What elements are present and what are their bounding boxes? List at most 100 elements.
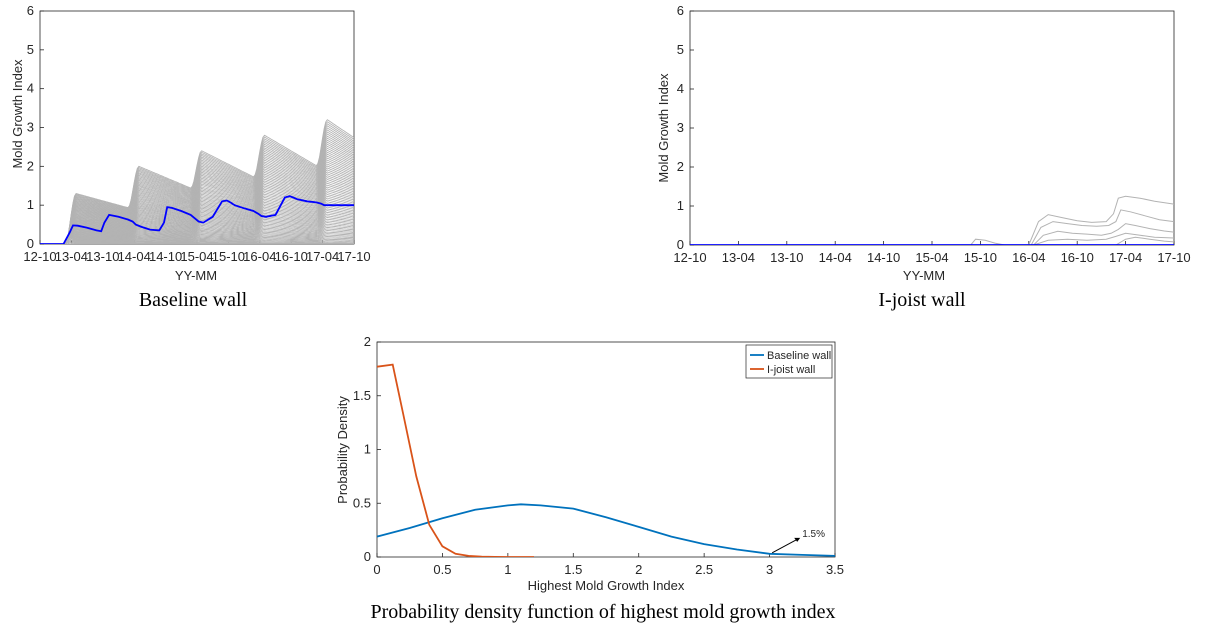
baseline-gray-series-line (40, 237, 354, 244)
pdf-y-tick-label: 1 (364, 442, 371, 457)
ijoist-caption: I-joist wall (878, 289, 966, 311)
baseline-gray-series-line (40, 217, 354, 244)
ijoist-y-tick-label: 6 (677, 3, 684, 18)
pdf-x-tick-label: 1 (504, 562, 511, 577)
ijoist-gray-series-line (690, 238, 1174, 245)
baseline-caption: Baseline wall (139, 289, 248, 311)
ijoist-y-tick-label: 0 (677, 237, 684, 252)
baseline-gray-series-line (40, 241, 354, 244)
ijoist-y-tick-label: 4 (677, 81, 684, 96)
baseline-gray-series-line (40, 236, 354, 244)
baseline-x-tick-label: 14-04 (118, 249, 151, 264)
baseline-x-tick-label: 14-10 (149, 249, 182, 264)
ijoist-x-tick-label: 13-10 (770, 250, 803, 265)
pdf-y-tick-label: 0.5 (353, 495, 371, 510)
ijoist-y-tick-label: 5 (677, 42, 684, 57)
ijoist-y-axis-label: Mold Growth Index (656, 73, 671, 183)
baseline-gray-series-line (40, 223, 354, 244)
baseline-gray-series-line (40, 225, 354, 244)
baseline-x-tick-label: 13-04 (55, 249, 88, 264)
baseline-mean-series-line (40, 195, 354, 244)
ijoist-x-tick-label: 12-10 (673, 250, 706, 265)
baseline-x-tick-label: 16-04 (243, 249, 276, 264)
ijoist-plot-area: 0 1 2 3 4 5 6 12-10 13-04 13-10 14-04 14-10 15-04 15-… (673, 3, 1190, 265)
baseline-x-tick-label: 16-10 (275, 249, 308, 264)
baseline-y-tick-label: 3 (27, 120, 34, 135)
baseline-series-group (40, 119, 354, 244)
baseline-x-tick-label: 12-10 (23, 249, 56, 264)
baseline-x-axis-label: YY-MM (175, 268, 217, 283)
pdf-x-tick-label: 3.5 (826, 562, 844, 577)
baseline-gray-series-line (40, 208, 354, 244)
baseline-plot-area: 0 1 2 3 4 5 6 12-1013-0413-1014-0414-1015-0415-… (23, 3, 370, 264)
pdf-x-axis-label: Highest Mold Growth Index (528, 578, 685, 593)
baseline-gray-series-line (40, 233, 354, 244)
pdf-y-tick-label: 0 (364, 549, 371, 564)
baseline-y-tick-label: 4 (27, 81, 34, 96)
baseline-gray-series-line (40, 192, 354, 244)
ijoist-x-tick-label: 16-04 (1012, 250, 1045, 265)
ijoist-x-tick-label: 14-10 (867, 250, 900, 265)
baseline-gray-series-line (40, 197, 354, 244)
pdf-legend-label: Baseline wall (767, 350, 831, 362)
ijoist-x-tick-label: 17-10 (1157, 250, 1190, 265)
baseline-gray-series-line (40, 119, 354, 244)
pdf-ijoist-series-line (377, 363, 534, 557)
ijoist-series-group (690, 195, 1174, 245)
baseline-gray-series-line (40, 218, 354, 244)
pdf-baseline-series-line (377, 503, 835, 557)
baseline-y-tick-label: 5 (27, 42, 34, 57)
baseline-gray-series-line (40, 226, 354, 244)
pdf-x-tick-label: 3 (766, 562, 773, 577)
pdf-y-tick-label: 1.5 (353, 388, 371, 403)
baseline-gray-series-line (40, 222, 354, 244)
baseline-chart: 0 1 2 3 4 5 6 12-1013-0413-1014-0414-1015-0415-… (10, 3, 371, 311)
ijoist-y-tick-label: 1 (677, 198, 684, 213)
ijoist-axes-box (689, 10, 1175, 246)
pdf-x-tick-label: 1.5 (564, 562, 582, 577)
ijoist-x-tick-label: 15-10 (964, 250, 997, 265)
baseline-gray-series-line (40, 220, 354, 244)
ijoist-x-tick-label: 16-10 (1061, 250, 1094, 265)
ijoist-gray-series-line (690, 236, 1174, 245)
baseline-gray-series-line (40, 211, 354, 244)
baseline-gray-series-line (40, 194, 354, 244)
ijoist-gray-series-line (690, 223, 1174, 245)
baseline-gray-series-line (40, 228, 354, 244)
baseline-gray-series-line (40, 210, 354, 244)
pdf-legend-label: I-joist wall (767, 364, 815, 376)
pdf-x-tick-label: 0 (373, 562, 380, 577)
pdf-annotation-arrow (771, 538, 799, 554)
ijoist-gray-series-line (690, 209, 1174, 245)
pdf-x-tick-label: 0.5 (433, 562, 451, 577)
ijoist-x-tick-label: 13-04 (722, 250, 755, 265)
baseline-x-tick-label: 17-04 (306, 249, 339, 264)
baseline-gray-series-line (40, 231, 354, 244)
baseline-gray-series-line (40, 215, 354, 244)
pdf-x-tick-label: 2 (635, 562, 642, 577)
ijoist-chart: 0 1 2 3 4 5 6 12-10 13-04 13-10 14-04 14-10 15-04 15-… (656, 3, 1191, 311)
pdf-annotation-label: 1.5% (802, 529, 825, 540)
pdf-legend: Baseline wall I-joist wall (745, 344, 833, 379)
pdf-series-group (377, 363, 835, 557)
ijoist-x-tick-label: 15-04 (915, 250, 948, 265)
baseline-gray-series-line (40, 238, 354, 244)
pdf-annotation: 1.5% (771, 529, 825, 554)
pdf-y-axis-label: Probability Density (335, 396, 350, 504)
baseline-x-tick-label: 15-10 (212, 249, 245, 264)
ijoist-gray-series-line (690, 232, 1174, 245)
baseline-y-tick-label: 0 (27, 236, 34, 251)
pdf-annotation-arrowhead (794, 537, 801, 542)
pdf-caption: Probability density function of highest … (371, 601, 836, 623)
baseline-y-axis-label: Mold Growth Index (10, 59, 25, 169)
baseline-y-tick-label: 1 (27, 197, 34, 212)
baseline-gray-series-line (40, 199, 354, 244)
ijoist-x-axis-label: YY-MM (903, 268, 945, 283)
pdf-plot-area: 0 0.5 1 1.5 2 0 0.5 1 1.5 2 2.5 3 3.5 Baseline wall I-… (353, 334, 844, 577)
baseline-gray-series-line (40, 234, 354, 244)
ijoist-x-tick-label: 17-04 (1109, 250, 1142, 265)
baseline-gray-series-line (40, 195, 354, 244)
ijoist-y-tick-label: 3 (677, 120, 684, 135)
ijoist-x-tick-label: 14-04 (819, 250, 852, 265)
